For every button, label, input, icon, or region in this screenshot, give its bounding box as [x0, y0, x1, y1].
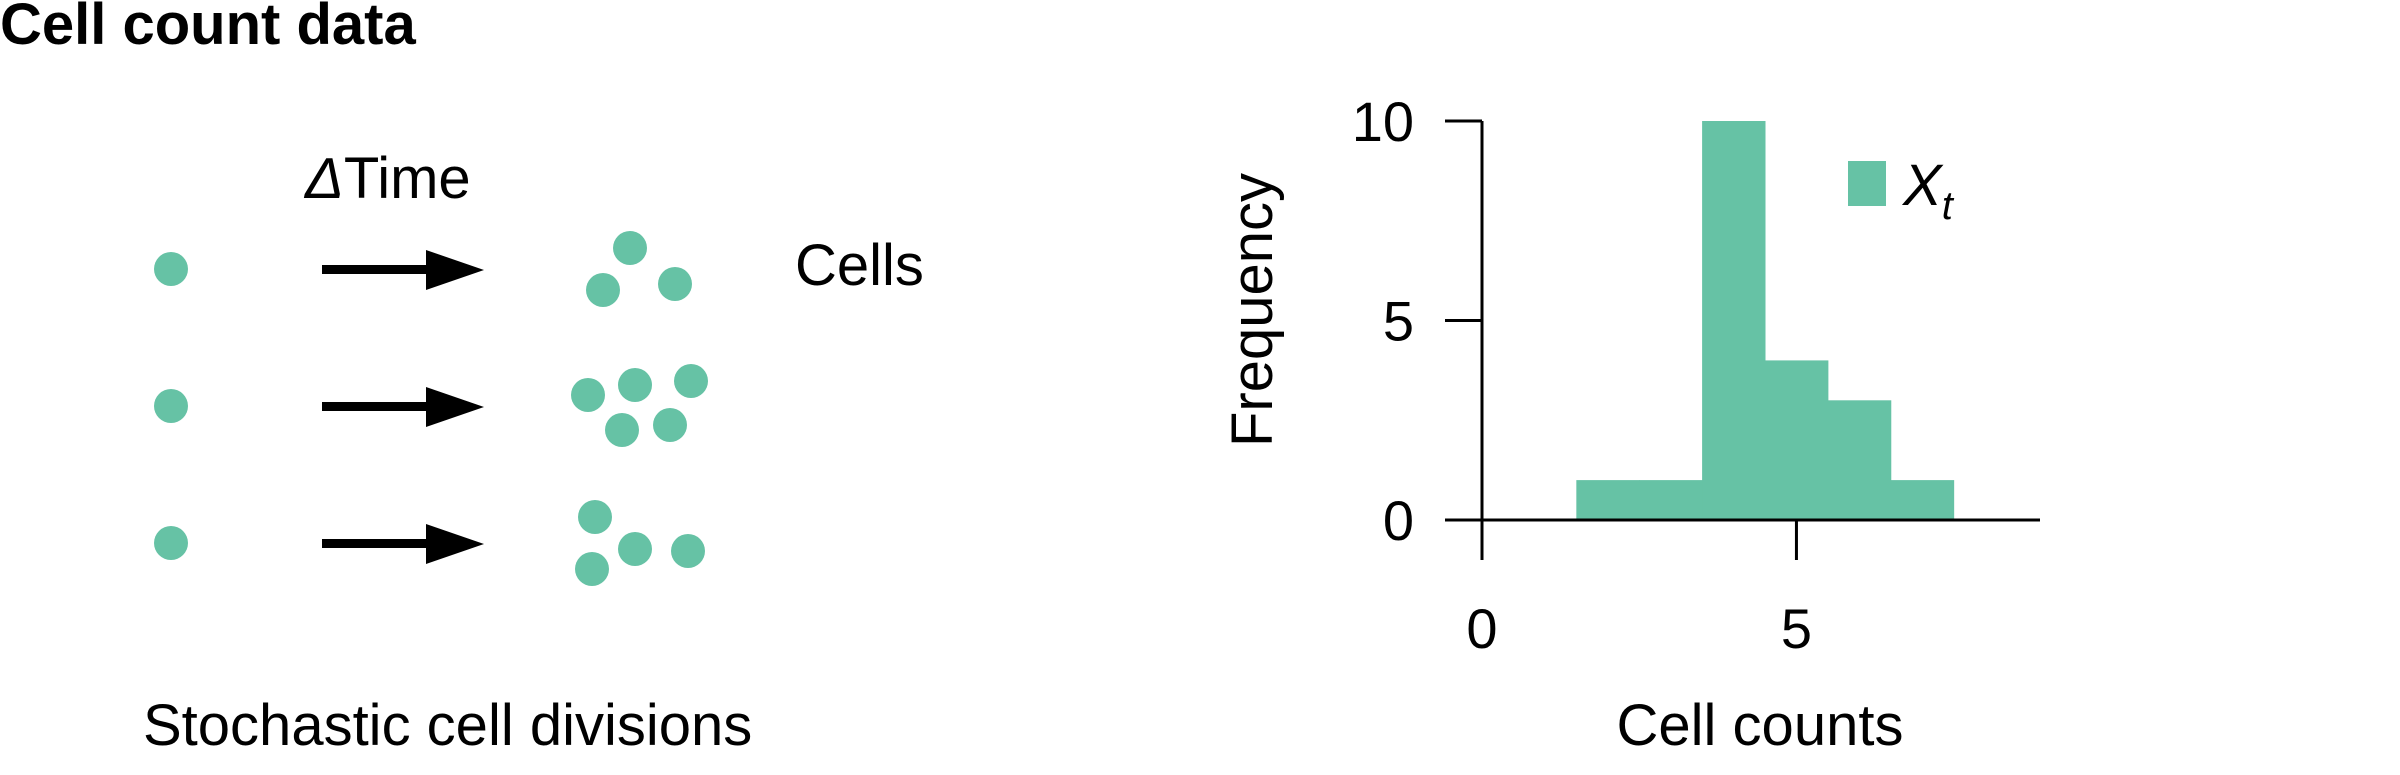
end-cell — [658, 267, 692, 301]
histogram-bars — [1576, 121, 1955, 520]
arrow-head — [426, 387, 484, 427]
arrow-shaft — [322, 539, 430, 548]
end-cell — [578, 500, 612, 534]
cell-division-schematic: ΔTime Cells Stochastic cell divisions — [143, 146, 924, 758]
arrow-shaft — [322, 265, 430, 274]
histogram-bar — [1639, 480, 1703, 520]
y-axis-label: Frequency — [1220, 173, 1285, 447]
time-word: Time — [344, 146, 471, 211]
start-cell — [154, 252, 188, 286]
arrow-shaft — [322, 402, 430, 411]
division-row-3 — [154, 500, 705, 586]
division-row-2 — [154, 364, 708, 447]
legend-subscript: t — [1942, 184, 1955, 228]
start-cell — [154, 389, 188, 423]
histogram-bar — [1702, 121, 1766, 520]
delta-time-label: ΔTime — [303, 146, 471, 211]
legend-swatch — [1848, 161, 1886, 206]
end-cell — [618, 532, 652, 566]
delta-symbol: Δ — [303, 146, 344, 211]
histogram-legend: Xt — [1848, 153, 1955, 228]
y-tick-label: 10 — [1352, 90, 1414, 153]
x-axis-label: Cell counts — [1617, 693, 1904, 758]
histogram-axes — [1445, 121, 2040, 560]
end-cell — [586, 273, 620, 307]
x-tick-label: 0 — [1466, 597, 1497, 660]
arrow-head — [426, 250, 484, 290]
histogram-bar — [1890, 480, 1955, 520]
y-tick-label: 5 — [1383, 290, 1414, 353]
end-cell — [605, 413, 639, 447]
cell-count-histogram: 0 5 10 0 5 Frequency Cell counts Xt — [1220, 90, 2040, 758]
end-cell — [653, 408, 687, 442]
end-cell — [571, 378, 605, 412]
end-cell — [618, 368, 652, 402]
start-cell — [154, 526, 188, 560]
schematic-caption: Stochastic cell divisions — [143, 693, 752, 758]
histogram-bar — [1827, 400, 1892, 520]
legend-symbol: X — [1901, 153, 1944, 218]
end-cell — [671, 534, 705, 568]
end-cell — [674, 364, 708, 398]
legend-label: Xt — [1901, 153, 1955, 228]
cells-label: Cells — [795, 233, 924, 298]
arrow-head — [426, 524, 484, 564]
end-cell — [613, 231, 647, 265]
figure-title: Cell count data — [0, 0, 416, 57]
division-row-1 — [154, 231, 692, 307]
histogram-bar — [1576, 480, 1640, 520]
y-tick-label: 0 — [1383, 489, 1414, 552]
histogram-bar — [1765, 360, 1829, 520]
histogram-ticks: 0 5 10 0 5 — [1352, 90, 1812, 660]
end-cell — [575, 552, 609, 586]
x-tick-label: 5 — [1781, 597, 1812, 660]
